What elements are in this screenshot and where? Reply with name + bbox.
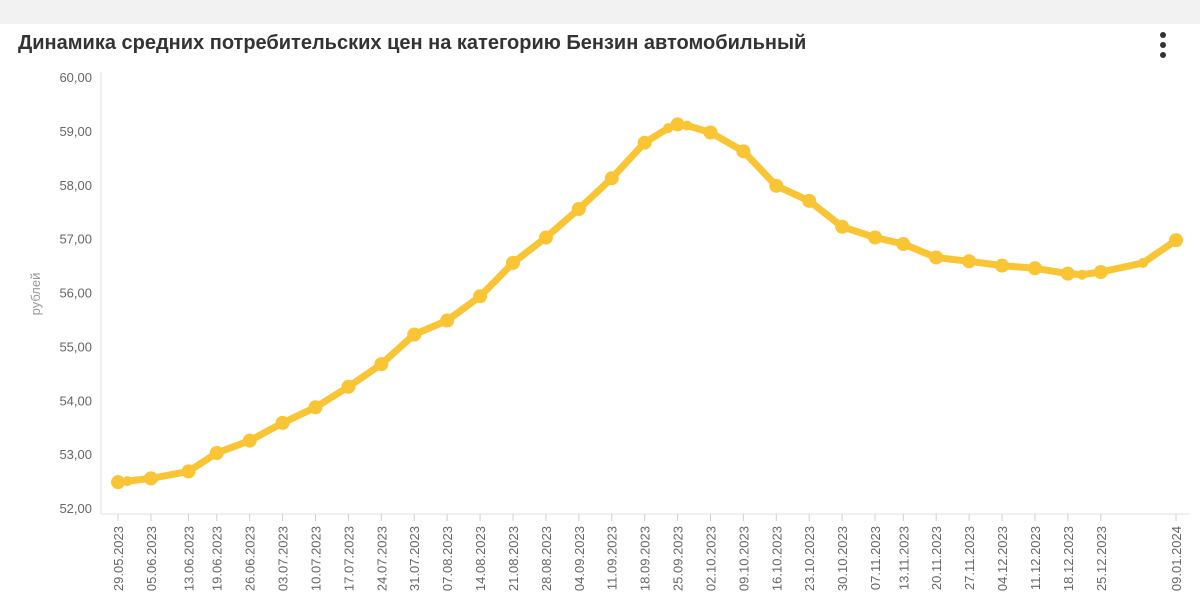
data-point [374, 357, 389, 372]
data-point [896, 237, 911, 252]
x-tick-label: 18.09.2023 [638, 526, 653, 591]
x-tick-label: 30.10.2023 [835, 526, 850, 591]
x-tick-label: 09.10.2023 [736, 526, 751, 591]
series-line [114, 120, 1180, 486]
x-tick-label: 27.11.2023 [962, 526, 977, 590]
x-tick-label: 13.06.2023 [182, 526, 197, 591]
x-axis: 29.05.2023 05.06.2023 13.06.2023 19.06.2023… [100, 72, 1190, 591]
data-point [407, 327, 422, 342]
data-point [681, 120, 692, 131]
data-point [440, 313, 455, 328]
data-point [341, 379, 356, 394]
data-point [835, 219, 850, 234]
x-tick-label: 09.01.2024 [1169, 526, 1184, 591]
data-point [308, 400, 323, 415]
x-tick-label: 14.08.2023 [473, 526, 488, 591]
y-tick-label: 56,00 [59, 286, 92, 301]
x-tick-label: 02.10.2023 [703, 526, 718, 591]
data-point [995, 258, 1010, 273]
x-tick-label: 03.07.2023 [276, 526, 291, 591]
data-points [111, 117, 1183, 490]
data-point [1169, 233, 1183, 248]
x-tick-label: 23.10.2023 [802, 526, 817, 591]
data-point [538, 230, 553, 245]
data-point [1093, 265, 1108, 280]
data-point [663, 123, 674, 134]
data-point [571, 201, 586, 216]
x-tick-label: 05.06.2023 [144, 526, 159, 591]
data-point [1027, 261, 1042, 276]
x-tick-label: 19.06.2023 [210, 526, 225, 591]
y-tick-label: 58,00 [59, 178, 92, 193]
data-point [802, 193, 817, 208]
x-tick-label: 04.09.2023 [572, 526, 587, 591]
x-tick-label: 24.07.2023 [374, 526, 389, 591]
y-axis-ticks: 52,00 53,00 54,00 55,00 56,00 57,00 58,00 59,00… [59, 70, 92, 516]
data-point [473, 289, 488, 304]
data-point [181, 464, 196, 479]
x-tick-label: 20.11.2023 [929, 526, 944, 590]
x-tick-label: 10.07.2023 [308, 526, 323, 591]
x-tick-label: 25.09.2023 [671, 526, 686, 591]
x-tick-label: 26.06.2023 [243, 526, 258, 591]
x-tick-label: 07.08.2023 [440, 526, 455, 591]
x-tick-label: 11.09.2023 [605, 526, 620, 590]
y-tick-label: 57,00 [59, 232, 92, 247]
data-point [868, 230, 883, 245]
data-point [962, 254, 977, 269]
data-point [604, 171, 619, 186]
chart-title: Динамика средних потребительских цен на … [18, 32, 807, 54]
y-tick-label: 59,00 [59, 124, 92, 139]
x-tick-label: 29.05.2023 [111, 526, 126, 591]
data-point [736, 144, 751, 159]
line-chart: 52,00 53,00 54,00 55,00 56,00 57,00 58,00 59,00… [28, 70, 1190, 591]
y-tick-label: 52,00 [59, 501, 92, 516]
data-point [1138, 257, 1149, 268]
data-point [1076, 269, 1087, 280]
data-point [122, 476, 133, 487]
x-tick-label: 16.10.2023 [769, 526, 784, 591]
y-tick-label: 54,00 [59, 393, 92, 408]
x-tick-label: 31.07.2023 [407, 526, 422, 591]
data-point [703, 125, 718, 140]
data-point [637, 135, 652, 150]
x-tick-label: 13.11.2023 [896, 526, 911, 590]
data-point [505, 255, 520, 270]
x-tick-label: 04.12.2023 [995, 526, 1010, 591]
chart-card: Динамика средних потребительских цен на … [0, 24, 1200, 612]
x-tick-label: 18.12.2023 [1061, 526, 1076, 591]
more-options-icon[interactable] [1152, 28, 1174, 62]
data-point [209, 446, 224, 461]
x-tick-label: 11.12.2023 [1028, 526, 1043, 590]
x-tick-label: 17.07.2023 [341, 526, 356, 591]
x-tick-label: 28.08.2023 [539, 526, 554, 591]
data-point [242, 433, 257, 448]
data-point [769, 178, 784, 193]
x-tick-label: 25.12.2023 [1094, 526, 1109, 591]
data-point [111, 475, 125, 490]
y-tick-label: 53,00 [59, 447, 92, 462]
x-tick-label: 07.11.2023 [868, 526, 883, 590]
data-point [929, 250, 944, 265]
y-tick-label: 60,00 [59, 70, 92, 85]
data-point [1060, 266, 1075, 281]
y-axis-label: рублей [28, 273, 43, 316]
x-tick-label: 21.08.2023 [506, 526, 521, 591]
data-point [143, 471, 158, 486]
data-point [670, 117, 685, 132]
data-point [275, 415, 290, 430]
y-tick-label: 55,00 [59, 339, 92, 354]
